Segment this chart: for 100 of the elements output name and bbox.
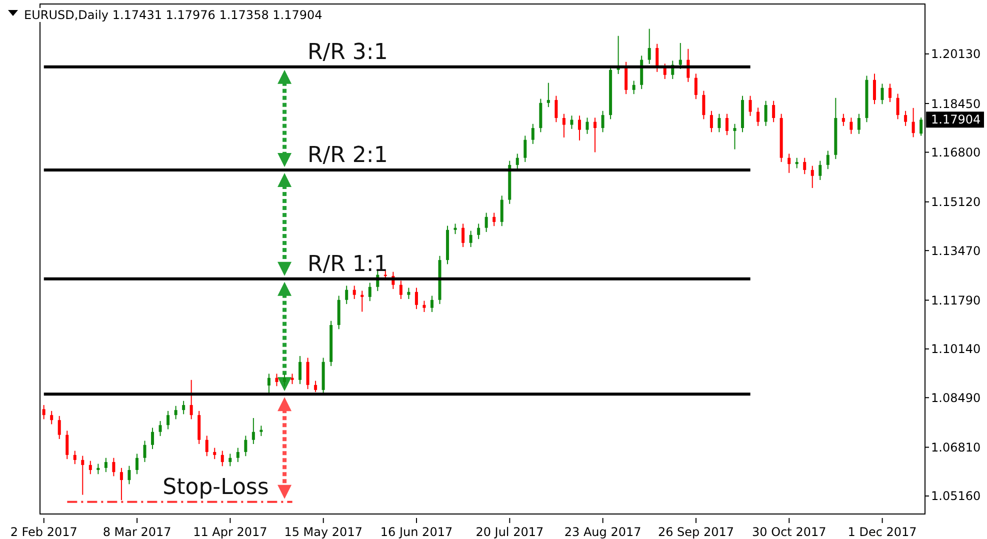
candlestick [803, 157, 806, 175]
candlestick [58, 415, 61, 440]
chart-title: EURUSD,Daily 1.17431 1.17976 1.17358 1.17904 [24, 8, 322, 22]
x-tick-label: 26 Sep 2017 [658, 525, 734, 539]
x-tick-label: 20 Jul 2017 [476, 525, 544, 539]
candlestick [112, 457, 116, 477]
candlestick [422, 300, 426, 313]
candlestick [96, 463, 100, 475]
candlestick [624, 61, 628, 95]
candlestick [912, 107, 915, 138]
candlestick [42, 404, 46, 420]
y-tick-label: 1.10140 [931, 342, 981, 356]
y-tick-label: 1.11790 [931, 293, 981, 308]
candlestick [73, 450, 76, 465]
candlestick [810, 165, 814, 188]
candlestick [252, 418, 255, 445]
candlestick [788, 153, 791, 174]
x-tick-label: 8 Mar 2017 [102, 525, 172, 539]
candlestick [733, 123, 736, 150]
candlestick [66, 430, 69, 460]
x-tick-label: 15 May 2017 [284, 525, 362, 539]
candlestick [601, 110, 604, 133]
candlestick [182, 400, 186, 415]
candlestick [190, 379, 193, 420]
candlestick [857, 113, 860, 134]
candlestick [81, 455, 84, 496]
candlestick [570, 115, 574, 130]
x-tick-label: 23 Aug 2017 [564, 525, 642, 539]
candlestick [795, 157, 798, 169]
candlestick [748, 95, 752, 116]
candlestick [554, 95, 558, 123]
x-tick-label: 30 Oct 2017 [752, 525, 826, 539]
candlestick [586, 117, 589, 134]
candlestick [306, 357, 310, 390]
candlestick [872, 73, 876, 105]
candlestick [484, 212, 488, 232]
candlestick [725, 113, 728, 136]
candlestick [469, 230, 472, 248]
candlestick [920, 117, 923, 136]
y-tick-label: 1.16800 [931, 146, 981, 160]
ref-line-label: R/R 1:1 [307, 252, 388, 277]
ref-line-label: R/R 3:1 [307, 40, 388, 65]
candlestick [368, 282, 372, 302]
candlestick [430, 295, 434, 313]
candlestick [880, 83, 884, 105]
candlestick [516, 153, 519, 170]
candlestick [228, 453, 232, 467]
candlestick [267, 373, 270, 395]
candlestick [205, 435, 208, 457]
candlestick [213, 447, 216, 460]
candlestick [407, 287, 410, 300]
candlestick [678, 42, 682, 70]
y-tick-label: 1.06810 [931, 440, 981, 455]
candlestick [290, 373, 294, 385]
candlestick [492, 212, 496, 227]
candlestick [151, 427, 154, 450]
y-tick-label: 1.08490 [931, 390, 981, 405]
candlestick [500, 195, 504, 227]
candlestick [594, 117, 597, 153]
candlestick [826, 150, 830, 170]
candlestick [135, 453, 138, 475]
candlestick [298, 356, 302, 385]
candlestick [88, 460, 92, 475]
candlestick [143, 440, 146, 463]
candlestick [888, 83, 892, 103]
y-tick-label: 1.20130 [931, 47, 981, 62]
candlestick [562, 113, 566, 138]
candlestick [850, 117, 853, 134]
candlestick [220, 450, 224, 467]
text: 1.17904 [931, 112, 981, 127]
candlestick [360, 290, 364, 312]
y-tick-label: 1.05160 [931, 489, 981, 504]
candlestick [896, 93, 900, 120]
candlestick [578, 115, 581, 141]
candlestick [702, 90, 706, 120]
candlestick [904, 110, 908, 126]
candlestick [314, 380, 318, 393]
candlestick [260, 425, 263, 437]
ref-line-label: R/R 2:1 [307, 142, 388, 168]
candlestick [648, 28, 651, 64]
candlestick [128, 465, 131, 485]
candlestick [236, 447, 240, 463]
candlestick [462, 223, 465, 248]
candlestick [663, 63, 666, 80]
candlestick [120, 467, 123, 501]
candlestick [244, 435, 248, 457]
candlestick [772, 100, 776, 123]
candlestick [718, 113, 721, 133]
x-tick-label: 16 Jun 2017 [380, 525, 453, 539]
candlestick [632, 80, 636, 95]
x-tick-label: 1 Dec 2017 [848, 525, 917, 539]
candlestick [842, 113, 845, 126]
x-tick-label: 2 Feb 2017 [10, 525, 78, 539]
candlestick [818, 160, 822, 181]
candlestick [282, 373, 286, 387]
candlestick [104, 457, 108, 473]
ref-line-label: Stop-Loss [162, 474, 269, 500]
y-tick-label: 1.15120 [931, 195, 981, 210]
candlestick [531, 123, 534, 144]
candlestick [275, 373, 278, 387]
